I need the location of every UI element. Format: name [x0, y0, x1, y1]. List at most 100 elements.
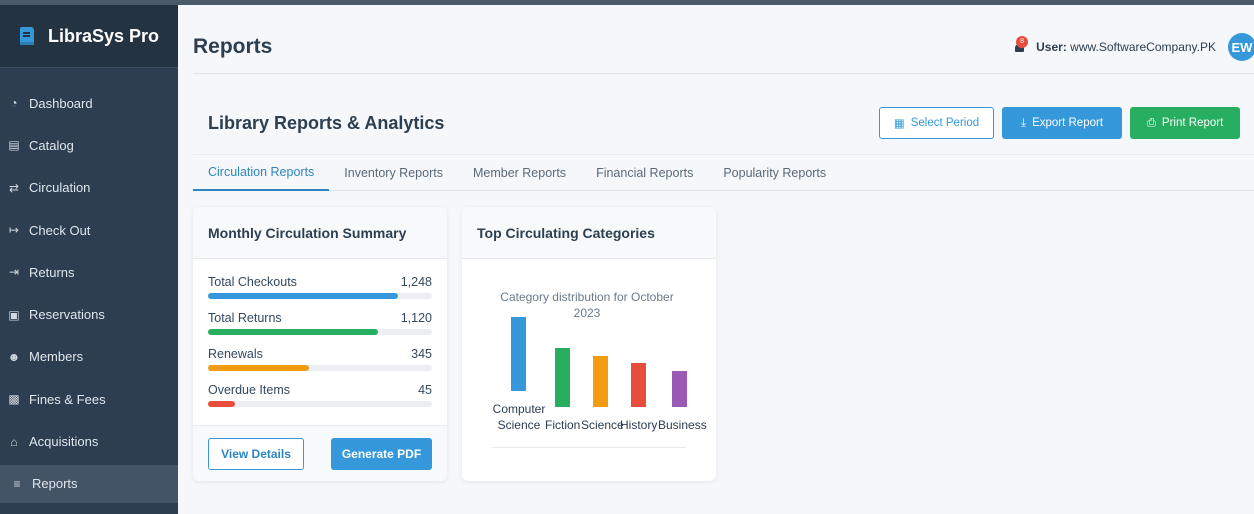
calendar-icon: ▦ — [893, 118, 905, 130]
progress-fill — [208, 293, 399, 299]
sidebar-item-circulation[interactable]: ⇄ Circulation — [0, 167, 178, 209]
sign-out-icon: ↦ — [8, 223, 20, 238]
sidebar-item-check-out[interactable]: ↦ Check Out — [0, 209, 178, 251]
report-tabs: Circulation Reports Inventory Reports Me… — [193, 154, 1254, 191]
notification-badge: 8 — [1016, 36, 1029, 48]
report-actions: ▦ Select Period ⤓ Export Report ⎙ Print Rep… — [879, 107, 1240, 139]
stat-value: 1,248 — [400, 275, 432, 289]
sidebar: LibraSys Pro ◔ Dashboard ▤ Catalog ⇄ Circul… — [0, 5, 178, 514]
dashboard-icon: ◔ — [10, 96, 18, 111]
brand[interactable]: LibraSys Pro — [0, 5, 178, 68]
sidebar-item-label: Reports — [32, 476, 78, 492]
avatar[interactable]: EW — [1228, 33, 1254, 61]
sidebar-item-label: Members — [29, 349, 84, 365]
calendar-check-icon: ▣ — [8, 307, 20, 322]
sidebar-item-reservations[interactable]: ▣ Reservations — [0, 293, 178, 335]
bar-history — [631, 363, 646, 407]
sidebar-item-fines-fees[interactable]: ▩ Fines & Fees — [0, 378, 178, 420]
generate-pdf-button[interactable]: Generate PDF — [331, 437, 432, 470]
sidebar-item-label: Returns — [29, 264, 75, 280]
stat-label: Renewals — [208, 347, 263, 361]
sidebar-item-catalog[interactable]: ▤ Catalog — [0, 124, 178, 166]
app-name: LibraSys Pro — [48, 25, 160, 46]
monthly-circulation-card: Monthly Circulation Summary Total Checko… — [193, 207, 447, 481]
x-label-fiction: Fiction — [545, 418, 581, 432]
progress-fill — [208, 329, 379, 335]
export-report-label: Export Report — [1032, 117, 1104, 129]
top-categories-card: Top Circulating Categories Category dist… — [462, 207, 716, 481]
user-area: 8 User: www.SoftwareCompany.PK EW — [1014, 33, 1254, 61]
stat-value: 345 — [411, 347, 432, 361]
sidebar-item-label: Dashboard — [29, 95, 93, 111]
print-report-label: Print Report — [1161, 117, 1224, 129]
book-icon: ▤ — [8, 138, 20, 153]
bar-computer-science — [511, 317, 526, 391]
sidebar-item-reports[interactable]: ≡ Reports — [0, 464, 178, 503]
stat-total-checkouts: Total Checkouts 1,248 — [193, 275, 447, 299]
exchange-icon: ⇄ — [8, 180, 20, 195]
sidebar-item-label: Catalog — [29, 137, 74, 153]
progress-track — [208, 401, 432, 407]
chart-bar-icon: ≡ — [13, 476, 21, 491]
stat-total-returns: Total Returns 1,120 — [193, 311, 447, 335]
download-icon: ⤓ — [1020, 116, 1027, 129]
progress-track — [208, 365, 432, 371]
print-report-button[interactable]: ⎙ Print Report — [1130, 107, 1240, 139]
select-period-label: Select Period — [910, 117, 980, 129]
view-details-button[interactable]: View Details — [208, 437, 304, 470]
user-prefix: User: — [1036, 40, 1067, 54]
sidebar-item-returns[interactable]: ⇥ Returns — [0, 251, 178, 293]
page-title: Reports — [193, 35, 273, 58]
print-icon: ⎙ — [1146, 116, 1156, 129]
card-footer: View Details Generate PDF — [193, 425, 447, 481]
progress-fill — [208, 365, 309, 371]
sidebar-nav: ◔ Dashboard ▤ Catalog ⇄ Circulation ↦ Check … — [0, 68, 178, 503]
section-title: Library Reports & Analytics — [208, 113, 445, 133]
user-label: User: www.SoftwareCompany.PK — [1036, 40, 1216, 54]
sidebar-item-acquisitions[interactable]: ⌂ Acquisitions — [0, 420, 178, 462]
notifications-button[interactable]: 8 — [1014, 36, 1029, 54]
x-label-computer-science: Computer Science — [492, 402, 546, 432]
window-top-bar — [0, 0, 1254, 5]
tab-popularity-reports[interactable]: Popularity Reports — [723, 166, 827, 180]
shopping-cart-icon: ⌂ — [10, 434, 18, 449]
stat-renewals: Renewals 345 — [193, 347, 447, 371]
stat-label: Overdue Items — [208, 383, 290, 397]
select-period-button[interactable]: ▦ Select Period — [879, 107, 994, 139]
users-icon: ☻ — [7, 349, 21, 364]
stat-label: Total Checkouts — [208, 275, 297, 289]
sidebar-item-label: Fines & Fees — [29, 391, 106, 407]
bar-science — [593, 356, 608, 407]
sidebar-item-members[interactable]: ☻ Members — [0, 336, 178, 378]
card-title: Monthly Circulation Summary — [193, 207, 447, 259]
money-bill-icon: ▩ — [8, 392, 20, 407]
bell-icon — [1015, 44, 1025, 52]
chart-title: Category distribution for October 2023 — [500, 290, 674, 320]
sidebar-item-label: Check Out — [29, 222, 91, 238]
progress-track — [208, 329, 432, 335]
card-title: Top Circulating Categories — [462, 207, 716, 259]
book-icon — [20, 27, 34, 45]
stat-value: 1,120 — [400, 311, 432, 325]
user-name: www.SoftwareCompany.PK — [1070, 40, 1216, 54]
stat-label: Total Returns — [208, 311, 282, 325]
sign-in-icon: ⇥ — [8, 265, 20, 280]
progress-fill — [208, 401, 235, 407]
tab-member-reports[interactable]: Member Reports — [472, 166, 567, 180]
x-label-science: Science — [581, 418, 624, 432]
x-label-business: Business — [658, 418, 707, 432]
sidebar-item-label: Acquisitions — [29, 434, 99, 450]
progress-track — [208, 293, 432, 299]
sidebar-item-label: Circulation — [29, 180, 91, 196]
tab-circulation-reports[interactable]: Circulation Reports — [193, 155, 330, 191]
x-label-history: History — [620, 418, 658, 432]
main-content: Reports 8 User: www.SoftwareCompany.PK E… — [178, 5, 1254, 514]
tab-inventory-reports[interactable]: Inventory Reports — [344, 166, 443, 180]
stat-value: 45 — [418, 383, 432, 397]
tab-financial-reports[interactable]: Financial Reports — [596, 166, 694, 180]
export-report-button[interactable]: ⤓ Export Report — [1002, 107, 1122, 139]
page-header: Reports 8 User: www.SoftwareCompany.PK E… — [193, 5, 1254, 74]
sidebar-item-label: Reservations — [29, 307, 105, 323]
stat-overdue-items: Overdue Items 45 — [193, 383, 447, 407]
sidebar-item-dashboard[interactable]: ◔ Dashboard — [0, 82, 178, 124]
